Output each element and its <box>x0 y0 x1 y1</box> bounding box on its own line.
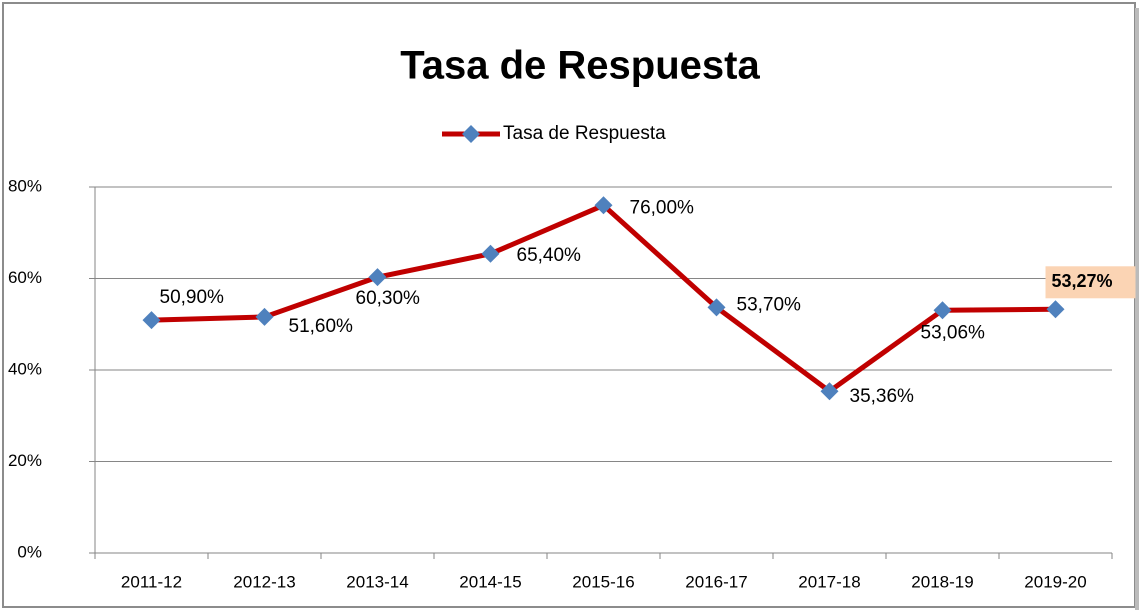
x-tick-label: 2017-18 <box>798 572 860 591</box>
series-marker <box>142 311 161 330</box>
x-tick-label: 2016-17 <box>685 572 747 591</box>
series-marker <box>1046 300 1065 319</box>
x-tick-label: 2015-16 <box>572 572 634 591</box>
series-marker <box>368 268 387 287</box>
data-label: 35,36% <box>850 386 915 407</box>
y-tick-label: 80% <box>8 176 42 195</box>
y-tick-label: 20% <box>8 451 42 470</box>
data-label: 51,60% <box>289 316 354 337</box>
series-marker <box>594 196 613 215</box>
legend-label: Tasa de Respuesta <box>503 123 666 144</box>
series-marker <box>820 382 839 401</box>
x-tick-label: 2019-20 <box>1024 572 1086 591</box>
y-tick-label: 40% <box>8 359 42 378</box>
x-tick-label: 2013-14 <box>346 572 408 591</box>
series-marker <box>481 244 500 263</box>
data-label: 53,27% <box>1052 271 1113 291</box>
label-highlight <box>1045 266 1136 299</box>
x-tick-label: 2012-13 <box>233 572 295 591</box>
data-label: 50,90% <box>160 287 225 308</box>
chart-title: Tasa de Respuesta <box>400 44 760 88</box>
data-label: 60,30% <box>356 288 421 309</box>
data-label: 76,00% <box>630 197 695 218</box>
x-tick-label: 2011-12 <box>121 572 182 591</box>
frame-shadow <box>1135 8 1139 610</box>
data-label: 53,70% <box>737 294 802 315</box>
series-marker <box>933 301 952 320</box>
series-marker <box>255 307 274 326</box>
y-tick-label: 60% <box>8 268 42 287</box>
legend-marker <box>462 125 480 143</box>
y-tick-label: 0% <box>17 542 42 561</box>
x-tick-label: 2018-19 <box>911 572 973 591</box>
data-label: 65,40% <box>517 245 582 266</box>
data-label: 53,06% <box>921 322 986 343</box>
x-tick-label: 2014-15 <box>459 572 521 591</box>
series-marker <box>707 298 726 317</box>
